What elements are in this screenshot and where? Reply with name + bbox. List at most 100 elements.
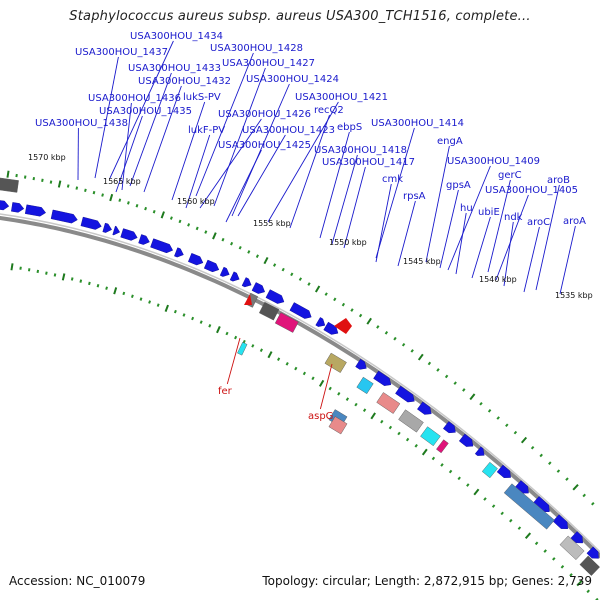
inner-scale-tick — [277, 357, 281, 361]
cds-arrow — [355, 358, 367, 370]
rna-label: fer — [218, 386, 233, 397]
outer-scale-tick — [350, 308, 354, 312]
rna-label: aspG — [308, 411, 333, 422]
inner-scale-tick — [285, 362, 289, 366]
outer-scale-tick — [444, 374, 449, 379]
scale-label: 1560 kbp — [177, 197, 215, 206]
cds-arrow — [251, 282, 266, 294]
inner-scale-tick — [483, 497, 487, 501]
outer-scale-tick — [453, 381, 457, 385]
outer-scale-tick — [307, 282, 311, 286]
inner-scale-tick — [10, 263, 14, 271]
gene-label: USA300HOU_1424 — [246, 74, 339, 85]
leader-line — [143, 85, 182, 193]
cds-arrow — [188, 253, 204, 266]
outer-scale-tick — [255, 254, 259, 258]
inner-scale-tick — [70, 277, 74, 281]
cds-arrow — [174, 247, 184, 258]
inner-scale-tick — [552, 557, 556, 561]
cds-arrow — [11, 202, 25, 213]
leader-line — [94, 56, 119, 179]
outer-scale-tick — [366, 317, 372, 325]
gene-label: aroC — [527, 217, 550, 228]
inner-scale-tick — [234, 335, 238, 340]
outer-scale-tick — [410, 349, 414, 353]
inner-scale-tick — [105, 286, 108, 290]
inner-scale-tick — [517, 526, 522, 530]
leader-line — [225, 149, 262, 223]
outer-scale-tick — [273, 263, 277, 267]
inner-scale-tick — [509, 518, 513, 523]
scale-label: 1550 kbp — [329, 238, 367, 247]
scale-label: 1570 kbp — [28, 153, 66, 162]
inner-scale-tick — [473, 488, 480, 496]
inner-scale-tick — [294, 366, 298, 371]
gene-label: USA300HOU_1417 — [322, 157, 415, 168]
feature-block — [0, 177, 19, 193]
gene-label: ubiE — [478, 207, 500, 218]
outer-scale-tick — [591, 501, 595, 506]
gene-label: USA300HOU_1421 — [295, 92, 388, 103]
feature-block — [503, 483, 555, 530]
gene-label: USA300HOU_1435 — [99, 106, 192, 117]
leader-line — [171, 101, 206, 201]
outer-scale-tick — [6, 170, 10, 178]
inner-scale-tick — [122, 291, 126, 296]
inner-scale-tick — [380, 419, 384, 424]
leader-line — [109, 40, 174, 179]
cds-arrow — [532, 496, 550, 512]
inner-scale-tick — [61, 273, 66, 281]
inner-scale-tick — [225, 331, 229, 336]
backbone-highlight — [0, 213, 600, 553]
outer-scale-tick — [462, 388, 466, 392]
feature-track — [0, 177, 600, 576]
rna-arrow — [244, 294, 252, 305]
cds-arrow — [373, 370, 392, 386]
cds-arrow — [24, 204, 46, 217]
leader-line — [319, 131, 350, 239]
cds-arrow — [458, 433, 474, 447]
outer-scale-tick — [341, 302, 346, 307]
gene-label: USA300HOU_1423 — [242, 125, 335, 136]
cds-arrow — [50, 209, 78, 224]
cds-arrow — [219, 266, 230, 277]
cds-arrow — [395, 385, 415, 403]
gene-label: gpsA — [446, 180, 471, 191]
leader-line — [129, 72, 172, 187]
feature-block — [324, 352, 347, 373]
cds-arrow — [496, 464, 511, 478]
gene-label: USA300HOU_1437 — [75, 47, 168, 58]
inner-scale-tick — [362, 408, 367, 412]
gene-label: gerC — [498, 170, 522, 181]
leader-line — [439, 189, 459, 269]
outer-scale-tick — [548, 461, 552, 466]
outer-scale-tick — [75, 186, 79, 190]
outer-scale-tick — [49, 180, 53, 184]
inner-scale-tick — [576, 579, 583, 587]
inner-scale-tick — [182, 313, 186, 317]
inner-scale-tick — [569, 573, 573, 577]
leader-line — [185, 134, 211, 209]
leader-line — [213, 67, 266, 207]
cds-arrow — [570, 531, 583, 544]
outer-scale-tick — [101, 193, 104, 197]
inner-scale-tick — [251, 344, 255, 348]
outer-scale-tick — [221, 237, 225, 242]
inner-scale-tick — [148, 300, 152, 304]
gene-label: USA300HOU_1414 — [371, 118, 464, 129]
leader-line — [289, 114, 330, 229]
outer-scale-tick — [238, 245, 242, 250]
outer-scale-tick — [496, 416, 500, 420]
cds-arrow — [120, 228, 138, 241]
inner-scale-tick — [414, 443, 418, 448]
cds-arrow — [417, 401, 432, 415]
leader-line — [559, 225, 576, 295]
feature-block — [328, 416, 348, 435]
inner-scale-tick — [45, 271, 48, 275]
feature-block — [579, 555, 600, 576]
leader-line — [343, 166, 366, 249]
outer-scale-tick — [582, 493, 586, 498]
feature-block — [559, 535, 585, 560]
leader-line — [319, 363, 333, 410]
